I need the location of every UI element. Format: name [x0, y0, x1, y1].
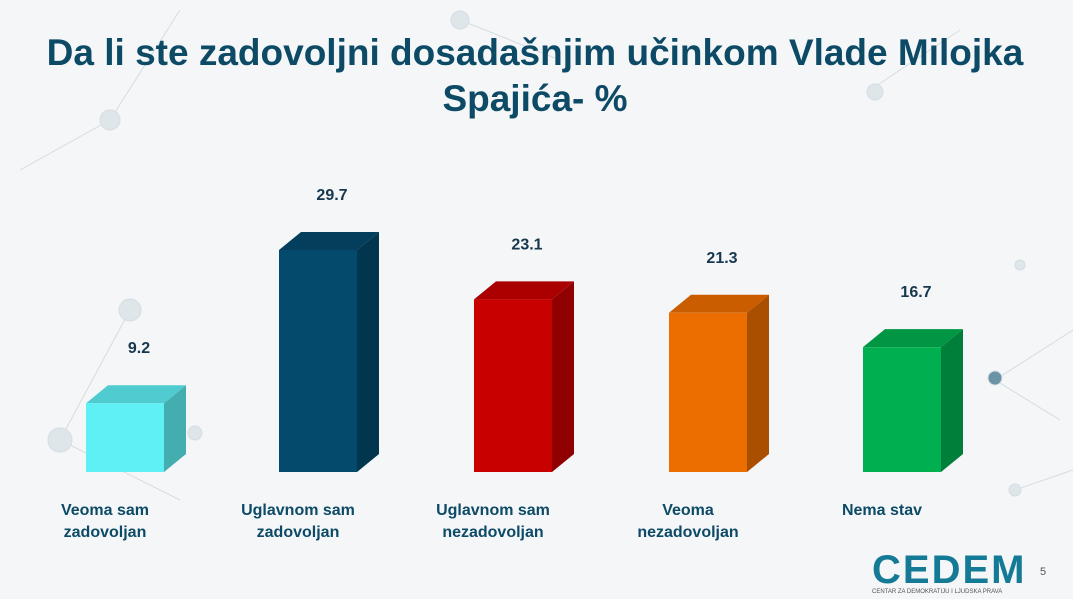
chart-title: Da li ste zadovoljni dosadašnjim učinkom…: [46, 32, 1024, 119]
bar: [279, 250, 357, 472]
value-label: 29.7: [316, 187, 347, 204]
bar: [474, 299, 552, 472]
category-label: Veoma sam zadovoljan: [60, 502, 150, 541]
bar-top: [86, 385, 186, 404]
category-label: Uglavnom sam nezadovoljan: [436, 502, 550, 541]
bar-top: [863, 329, 963, 348]
value-label: 23.1: [511, 236, 542, 253]
category-label: Uglavnom sam zadovoljan: [241, 502, 355, 541]
logo: CEDEM: [872, 548, 1027, 592]
bar-top: [279, 232, 379, 250]
value-label: 16.7: [900, 284, 931, 301]
category-label: Nema stav: [841, 502, 923, 519]
bar-top: [669, 294, 769, 313]
category-label: Veoma nezadovoljan: [637, 502, 739, 541]
background-network: [19, 9, 1073, 501]
bar: [86, 403, 164, 472]
value-label: 9.2: [128, 340, 150, 357]
bar: [863, 347, 941, 472]
value-label: 21.3: [706, 250, 737, 267]
logo-tagline: CENTAR ZA DEMOKRATIJU I LJUDSKA PRAVA: [872, 589, 1003, 595]
bar-side: [747, 294, 769, 472]
bar-side: [164, 385, 186, 472]
bar-side: [552, 281, 574, 472]
bar-top: [474, 281, 574, 300]
bar-side: [941, 329, 963, 472]
page-number: 5: [1040, 566, 1047, 578]
bar-side: [357, 232, 379, 472]
bar: [669, 312, 747, 472]
